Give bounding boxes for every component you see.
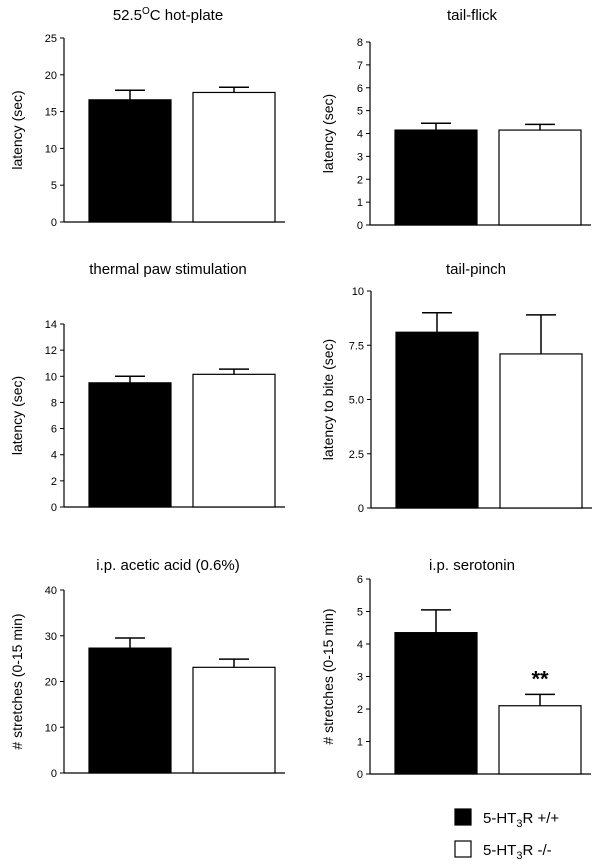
y-tick-label: 6 [51, 424, 57, 436]
y-tick-label: 5 [357, 106, 363, 118]
y-tick-label: 10 [45, 371, 57, 383]
y-axis-label: latency (sec) [9, 376, 25, 455]
bar-knockout [192, 373, 276, 508]
bar-wildtype [395, 331, 479, 509]
y-tick-label: 5.0 [349, 395, 364, 407]
legend-swatch [454, 808, 472, 826]
y-tick-label: 12 [45, 345, 57, 357]
y-tick-label: 2.5 [349, 449, 364, 461]
y-axis-label: latency (sec) [9, 90, 25, 169]
bar-wildtype [88, 99, 172, 223]
chart-title: tail-flick [447, 7, 498, 24]
y-axis-label: # stretches (0-15 min) [320, 608, 336, 744]
y-tick-label: 5 [357, 607, 363, 619]
chart-title: thermal paw stimulation [89, 261, 247, 278]
y-tick-label: 20 [45, 677, 57, 689]
y-tick-label: 10 [352, 286, 364, 298]
y-tick-label: 1 [357, 197, 363, 209]
chart-title: i.p. serotonin [429, 557, 515, 574]
y-tick-label: 14 [45, 319, 57, 331]
y-tick-label: 2 [357, 704, 363, 716]
legend: 5-HT3R +/+ 5-HT3R -/- [454, 808, 559, 862]
bar-knockout [192, 666, 276, 774]
y-tick-label: 7 [357, 60, 363, 72]
y-axis-label: latency (sec) [320, 94, 336, 173]
y-tick-label: 6 [357, 574, 363, 586]
y-tick-label: 0 [51, 768, 57, 780]
y-tick-label: 4 [357, 129, 363, 141]
bar-wildtype [394, 129, 478, 226]
y-tick-label: 1 [357, 737, 363, 749]
significance-marker: ** [531, 666, 549, 691]
y-tick-label: 8 [51, 397, 57, 409]
y-tick-label: 2 [51, 476, 57, 488]
chart-panel-4: tail-pinch 0 2.5 5.0 7.5 10 latency to bite (s… [320, 261, 592, 515]
y-tick-label: 6 [357, 83, 363, 95]
y-tick-label: 4 [357, 639, 363, 651]
y-tick-label: 8 [357, 37, 363, 49]
y-tick-label: 0 [51, 502, 57, 514]
y-tick-label: 5 [51, 180, 57, 192]
legend-label: 5-HT3R -/- [483, 842, 552, 862]
bar-knockout [192, 91, 276, 223]
bar-wildtype [88, 647, 172, 774]
y-tick-label: 3 [357, 151, 363, 163]
y-tick-label: 25 [45, 33, 57, 45]
bar-knockout [498, 705, 582, 775]
y-tick-label: 10 [45, 143, 57, 155]
chart-panel-1: 52.5OC hot-plate 0 5 10 15 20 25 latency (sec) [9, 6, 285, 229]
y-tick-label: 2 [357, 174, 363, 186]
legend-label: 5-HT3R +/+ [483, 810, 559, 830]
chart-panel-5: i.p. acetic acid (0.6%) 0 10 20 30 40 # stretc… [9, 557, 285, 780]
legend-swatch [454, 840, 472, 858]
y-tick-label: 7.5 [349, 340, 364, 352]
bar-wildtype [394, 632, 478, 775]
chart-title: tail-pinch [446, 261, 506, 278]
y-tick-label: 0 [357, 769, 363, 781]
chart-panel-3: thermal paw stimulation 0 2 4 6 8 10 12 14 latenc… [9, 261, 285, 514]
bar-knockout [498, 129, 582, 226]
bar-knockout [499, 353, 583, 509]
chart-panel-2: tail-flick 0 1 2 3 4 5 6 7 8 latency (sec) [320, 7, 591, 232]
y-tick-label: 4 [51, 450, 57, 462]
y-tick-label: 3 [357, 672, 363, 684]
chart-title: 52.5OC hot-plate [113, 6, 223, 24]
y-axis-label: latency to bite (sec) [320, 339, 336, 460]
y-tick-label: 15 [45, 107, 57, 119]
chart-panel-6: i.p. serotonin 0 1 2 3 4 5 6 # stretches (0-15 m… [320, 557, 591, 781]
y-tick-label: 10 [45, 722, 57, 734]
y-tick-label: 30 [45, 631, 57, 643]
bar-wildtype [88, 382, 172, 508]
y-axis-label: # stretches (0-15 min) [9, 613, 25, 749]
y-tick-label: 40 [45, 585, 57, 597]
y-tick-label: 0 [357, 220, 363, 232]
chart-title: i.p. acetic acid (0.6%) [96, 557, 239, 574]
y-tick-label: 0 [358, 503, 364, 515]
y-tick-label: 20 [45, 70, 57, 82]
y-tick-label: 0 [51, 217, 57, 229]
